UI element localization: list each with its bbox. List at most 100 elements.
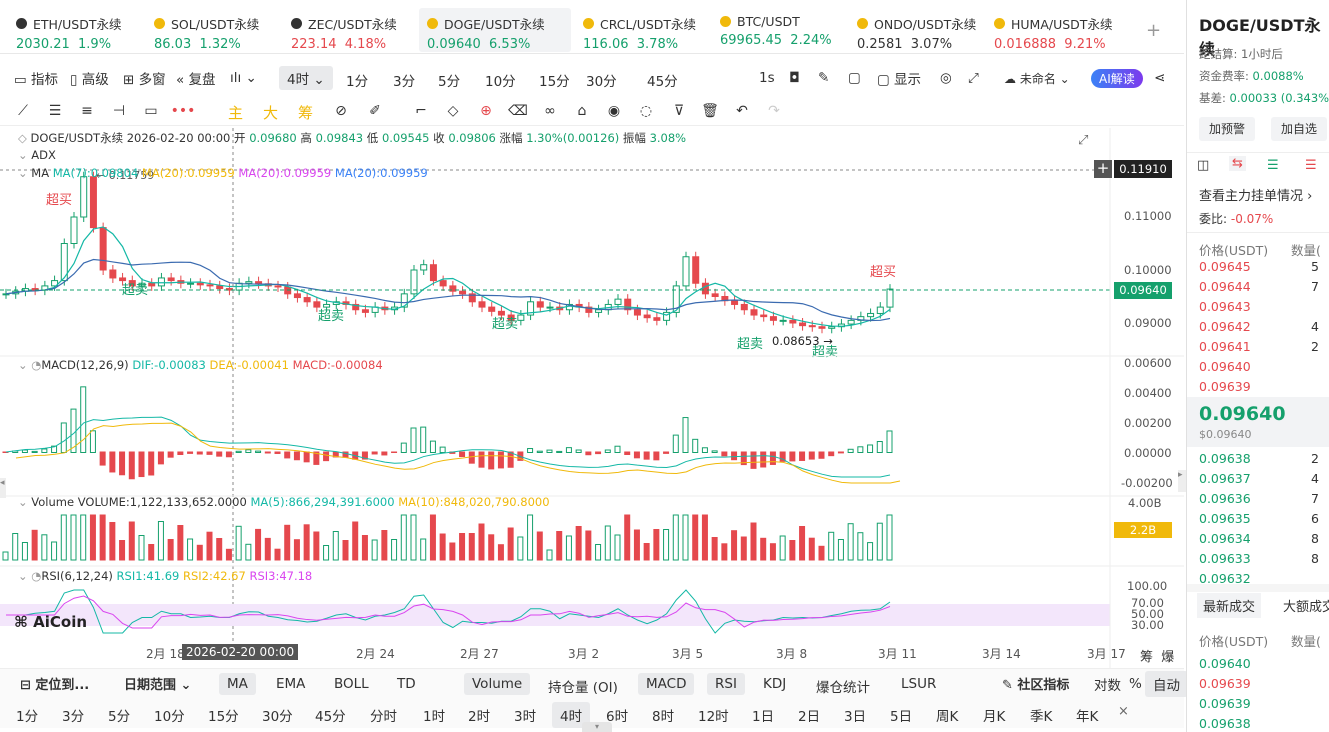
adx-label[interactable]: ⌄ ADX [18, 148, 56, 162]
right-panel-toggle-icon[interactable]: ▸ [1178, 470, 1186, 492]
bid-row[interactable]: 0.09635 6 [1199, 511, 1319, 526]
timeframe-option[interactable]: 4时 [552, 702, 591, 728]
indicator-toggle[interactable]: Volume [464, 673, 531, 695]
timeframe-option[interactable]: 1日 [752, 709, 775, 725]
timeframe-option[interactable]: 5分 [108, 709, 131, 725]
timeframe-option[interactable]: 15分 [208, 709, 239, 725]
volume-info[interactable]: ⌄ Volume VOLUME:1,122,133,652.0000 MA(5)… [18, 495, 550, 509]
ask-row[interactable]: 0.09642 4 [1199, 319, 1319, 334]
ticker-tab[interactable]: HUMA/USDT永续 0.016888 9.21% [986, 8, 1116, 52]
timeframe-option[interactable]: 30分 [262, 709, 293, 725]
redo-icon[interactable]: ↷ [768, 103, 780, 119]
timeframe-option[interactable]: 1分 [16, 709, 39, 725]
macd-info[interactable]: ⌄ ◔MACD(12,26,9) DIF:-0.00083 DEA:-0.000… [18, 358, 383, 372]
indicator-toggle[interactable]: EMA [276, 676, 306, 692]
indicator-toggle[interactable]: KDJ [763, 676, 787, 692]
ray-tool-icon[interactable]: ⊣ [112, 103, 126, 119]
timeframe-option[interactable]: 8时 [652, 709, 675, 725]
ask-row[interactable]: 0.09641 2 [1199, 339, 1319, 354]
orderbook-sell-icon[interactable]: ⇆ [1229, 156, 1246, 171]
eraser-icon[interactable]: ⌫ [508, 103, 528, 119]
interval-select[interactable]: 4时 ⌄ [279, 66, 333, 90]
date-range-button[interactable]: 日期范围 ⌄ [124, 678, 192, 693]
indicator-toggle[interactable]: MA [219, 673, 256, 695]
note-icon[interactable]: ▢ [848, 70, 861, 86]
interval-option[interactable]: 10分 [485, 74, 516, 90]
indicators-button[interactable]: ▭ 指标 [14, 72, 59, 88]
chip-corner-button[interactable]: 筹 爆 [1140, 646, 1174, 665]
display-button[interactable]: ▢ 显示 [877, 72, 922, 88]
layout-name-button[interactable]: ☁ 未命名 ⌄ [1004, 71, 1070, 86]
eye-icon[interactable]: ◉ [607, 103, 621, 119]
interval-option[interactable]: 5分 [438, 74, 461, 90]
auto-button[interactable]: 自动 [1145, 670, 1188, 697]
interval-option[interactable]: 3分 [393, 74, 416, 90]
dots-tool-icon[interactable]: ••• [170, 103, 196, 119]
hide-icon[interactable]: ◌ [639, 103, 653, 119]
ai-button[interactable]: AI解读 [1091, 69, 1143, 88]
line-tool-icon[interactable]: ⟋ [18, 103, 28, 119]
timeframe-option[interactable]: 2日 [798, 709, 821, 725]
orderbook-buy-icon[interactable]: ☰ [1267, 158, 1279, 173]
interval-option[interactable]: 30分 [586, 74, 617, 90]
multi-window-button[interactable]: ⊞ 多窗 [123, 72, 166, 88]
ask-row[interactable]: 0.09644 7 [1199, 279, 1319, 294]
orderbook-both-icon[interactable]: ◫ [1197, 158, 1210, 173]
interval-option[interactable]: 15分 [539, 74, 570, 90]
big-order-button[interactable]: 大 [263, 104, 279, 122]
orderbook-list-icon[interactable]: ☰ [1305, 158, 1317, 173]
ticker-tab[interactable]: CRCL/USDT永续 116.06 3.78% [575, 8, 705, 52]
latest-trades-tab[interactable]: 最新成交 [1197, 593, 1262, 618]
brush-icon[interactable]: ✐ [369, 103, 381, 119]
add-tab-icon[interactable]: + [1146, 20, 1162, 41]
big-trades-tab[interactable]: 大额成交 [1283, 600, 1329, 615]
link-icon[interactable]: ∞ [544, 103, 556, 119]
ticker-tab[interactable]: SOL/USDT永续 86.03 1.32% [146, 8, 276, 52]
ma-info[interactable]: ⌄ MA MA(7):0.09804 MA(20):0.09959 MA(20)… [18, 166, 428, 180]
log-button[interactable]: 对数 [1094, 677, 1121, 694]
timeframe-option[interactable]: 周K [936, 709, 959, 725]
add-favorite-button[interactable]: 加自选 [1271, 117, 1327, 141]
bid-row[interactable]: 0.09633 8 [1199, 551, 1319, 566]
indicator-toggle[interactable]: 持仓量 (OI) [548, 680, 618, 696]
timeframe-option[interactable]: 10分 [154, 709, 185, 725]
crop-icon[interactable]: ⌐ [415, 103, 427, 119]
ticker-tab[interactable]: ETH/USDT永续 2030.21 1.9% [8, 8, 138, 52]
ticker-tab[interactable]: BTC/USDT 69965.45 2.24% [712, 8, 842, 52]
timeframe-option[interactable]: 分时 [370, 709, 397, 725]
locate-button[interactable]: ⊟ 定位到... [20, 678, 90, 693]
depth-link[interactable]: 查看主力挂单情况 › [1199, 189, 1313, 204]
lock-icon[interactable]: ⌂ [577, 103, 587, 119]
ask-row[interactable]: 0.09640 [1199, 359, 1251, 374]
collapse-handle-icon[interactable]: ▾ [582, 722, 612, 732]
timeframe-option[interactable]: 月K [983, 709, 1006, 725]
seconds-button[interactable]: 1s [759, 70, 775, 86]
advanced-button[interactable]: ▯ 高级 [70, 72, 109, 88]
trash-icon[interactable]: 🗑 [701, 103, 719, 119]
settings-icon[interactable]: ◎ [940, 70, 952, 86]
timeframe-option[interactable]: 1时 [423, 709, 446, 725]
ticker-tab[interactable]: ZEC/USDT永续 223.14 4.18% [283, 8, 413, 52]
share-icon[interactable]: ⋖ [1154, 70, 1166, 86]
rect-tool-icon[interactable]: ▭ [144, 103, 158, 119]
timeframe-option[interactable]: 3分 [62, 709, 85, 725]
camera-icon[interactable]: ◘ [789, 70, 800, 86]
interval-option[interactable]: 1分 [346, 74, 369, 90]
chip-button[interactable]: 筹 [298, 104, 314, 122]
hline-tool-icon[interactable]: ☰ [48, 103, 62, 119]
magnet-icon[interactable]: ⊘ [335, 103, 347, 119]
ticker-tab[interactable]: DOGE/USDT永续 0.09640 6.53% [419, 8, 571, 52]
community-button[interactable]: ✎ 社区指标 [1002, 678, 1070, 693]
bid-row[interactable]: 0.09634 8 [1199, 531, 1319, 546]
replay-button[interactable]: « 复盘 [176, 72, 216, 88]
fullscreen-icon[interactable]: ⤢ [968, 70, 979, 86]
zoom-icon[interactable]: ⊕ [480, 103, 492, 119]
bid-row[interactable]: 0.09632 [1199, 571, 1251, 586]
timeframe-option[interactable]: 季K [1030, 709, 1053, 725]
ask-row[interactable]: 0.09643 [1199, 299, 1251, 314]
add-alert-button[interactable]: 加预警 [1199, 117, 1255, 141]
pen-icon[interactable]: ✎ [818, 70, 830, 86]
rsi-info[interactable]: ⌄ ◔RSI(6,12,24) RSI1:41.69 RSI2:42.67 RS… [18, 569, 313, 583]
indicator-toggle[interactable]: MACD [638, 673, 695, 695]
ticker-tab[interactable]: ONDO/USDT永续 0.2581 3.07% [849, 8, 979, 52]
